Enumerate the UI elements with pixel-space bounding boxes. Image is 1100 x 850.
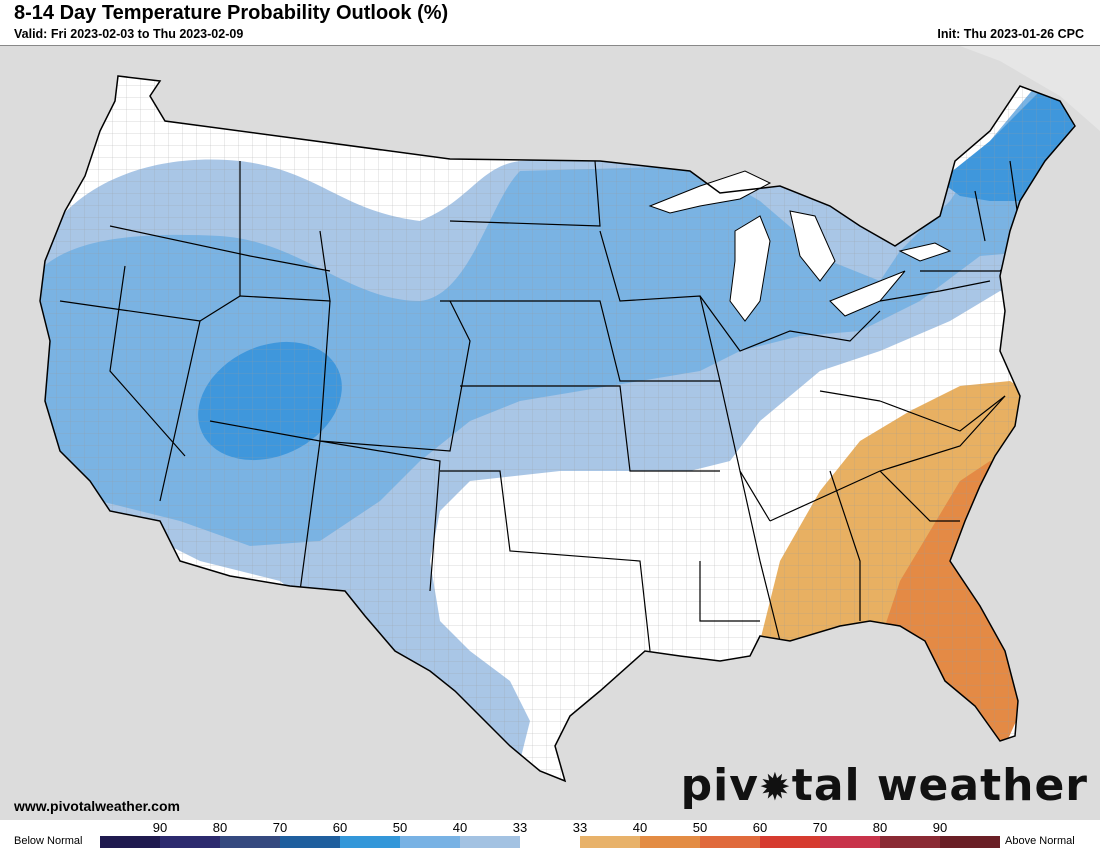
- legend-swatch: [880, 836, 940, 848]
- legend-swatch: [940, 836, 1000, 848]
- valid-period: Valid: Fri 2023-02-03 to Thu 2023-02-09: [14, 27, 244, 41]
- legend-tick-label: 60: [332, 820, 348, 835]
- legend-swatch: [160, 836, 220, 848]
- legend-tick-label: 70: [812, 820, 828, 835]
- legend-swatch: [520, 836, 580, 848]
- legend-tick-label: 90: [152, 820, 168, 835]
- map-area: [0, 45, 1100, 822]
- legend-color-bar: [100, 836, 1000, 848]
- legend: Below Normal Above Normal 90 80 70 60 50 40 33…: [0, 820, 1100, 850]
- legend-tick-label: 60: [752, 820, 768, 835]
- legend-swatch: [340, 836, 400, 848]
- logo-text-right: tal weather: [791, 760, 1088, 811]
- legend-swatch: [220, 836, 280, 848]
- header: 8-14 Day Temperature Probability Outlook…: [0, 0, 1100, 46]
- init-time: Init: Thu 2023-01-26 CPC: [937, 27, 1084, 41]
- legend-swatch: [400, 836, 460, 848]
- legend-tick-label: 50: [392, 820, 408, 835]
- legend-tick-label: 40: [632, 820, 648, 835]
- legend-tick-label: 33: [572, 820, 588, 835]
- state-boundaries: [59, 160, 1041, 652]
- map-title: 8-14 Day Temperature Probability Outlook…: [14, 2, 449, 24]
- legend-tick-label: 40: [452, 820, 468, 835]
- legend-swatch: [580, 836, 640, 848]
- gear-icon: ✹: [758, 765, 792, 809]
- logo-text-left: piv: [680, 760, 759, 811]
- legend-below-label: Below Normal: [14, 835, 83, 847]
- outlook-map: [0, 46, 1100, 821]
- legend-swatch: [100, 836, 160, 848]
- legend-tick-label: 80: [212, 820, 228, 835]
- legend-swatch: [820, 836, 880, 848]
- legend-swatch: [700, 836, 760, 848]
- great-lakes: [648, 170, 952, 322]
- legend-above-label: Above Normal: [1005, 835, 1075, 847]
- legend-tick-label: 33: [512, 820, 528, 835]
- legend-swatch: [640, 836, 700, 848]
- legend-swatch: [760, 836, 820, 848]
- site-url[interactable]: www.pivotalweather.com: [14, 798, 180, 814]
- legend-tick-label: 80: [872, 820, 888, 835]
- legend-tick-label: 50: [692, 820, 708, 835]
- pivotal-weather-logo: piv✹tal weather: [681, 760, 1088, 811]
- legend-swatch: [280, 836, 340, 848]
- legend-swatch: [460, 836, 520, 848]
- legend-tick-label: 90: [932, 820, 948, 835]
- legend-tick-label: 70: [272, 820, 288, 835]
